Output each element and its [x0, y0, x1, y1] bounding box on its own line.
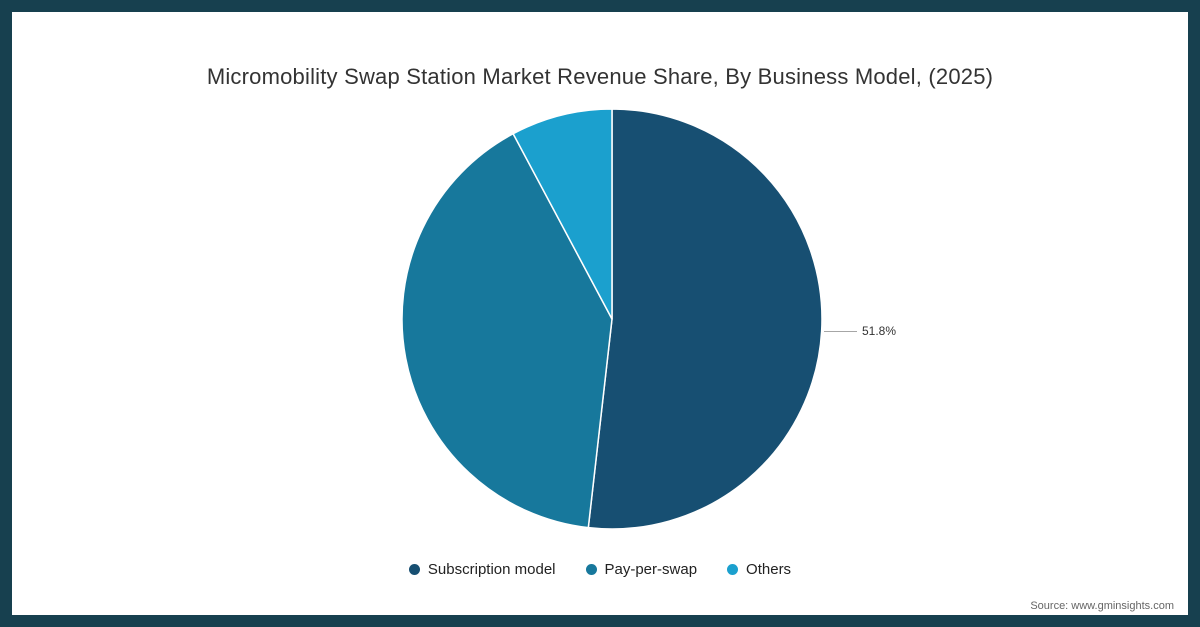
legend-dot-icon — [408, 564, 420, 575]
legend-item-subscription-model: Subscription model — [408, 561, 556, 578]
legend-label: Pay-per-swap — [604, 561, 698, 578]
legend-item-others: Others — [727, 561, 791, 578]
pie-chart — [401, 108, 823, 530]
callout-percentage-label: 51.8% — [862, 324, 897, 338]
source-attribution: Source: www.gminsights.com — [1030, 600, 1174, 612]
pie-slice-others — [512, 108, 613, 320]
legend-label: Subscription model — [427, 561, 556, 578]
chart-title: Micromobility Swap Station Market Revenu… — [206, 64, 994, 89]
pie-slice-pay-per-swap — [401, 132, 613, 529]
legend-item-pay-per-swap: Pay-per-swap — [585, 561, 698, 578]
legend: Subscription model Pay-per-swap Others — [12, 561, 1188, 578]
legend-dot-icon — [727, 564, 739, 575]
legend-label: Others — [746, 561, 792, 578]
callout-leader-line — [824, 331, 857, 332]
legend-dot-icon — [585, 564, 597, 575]
pie-slice-subscription-model — [587, 108, 823, 530]
